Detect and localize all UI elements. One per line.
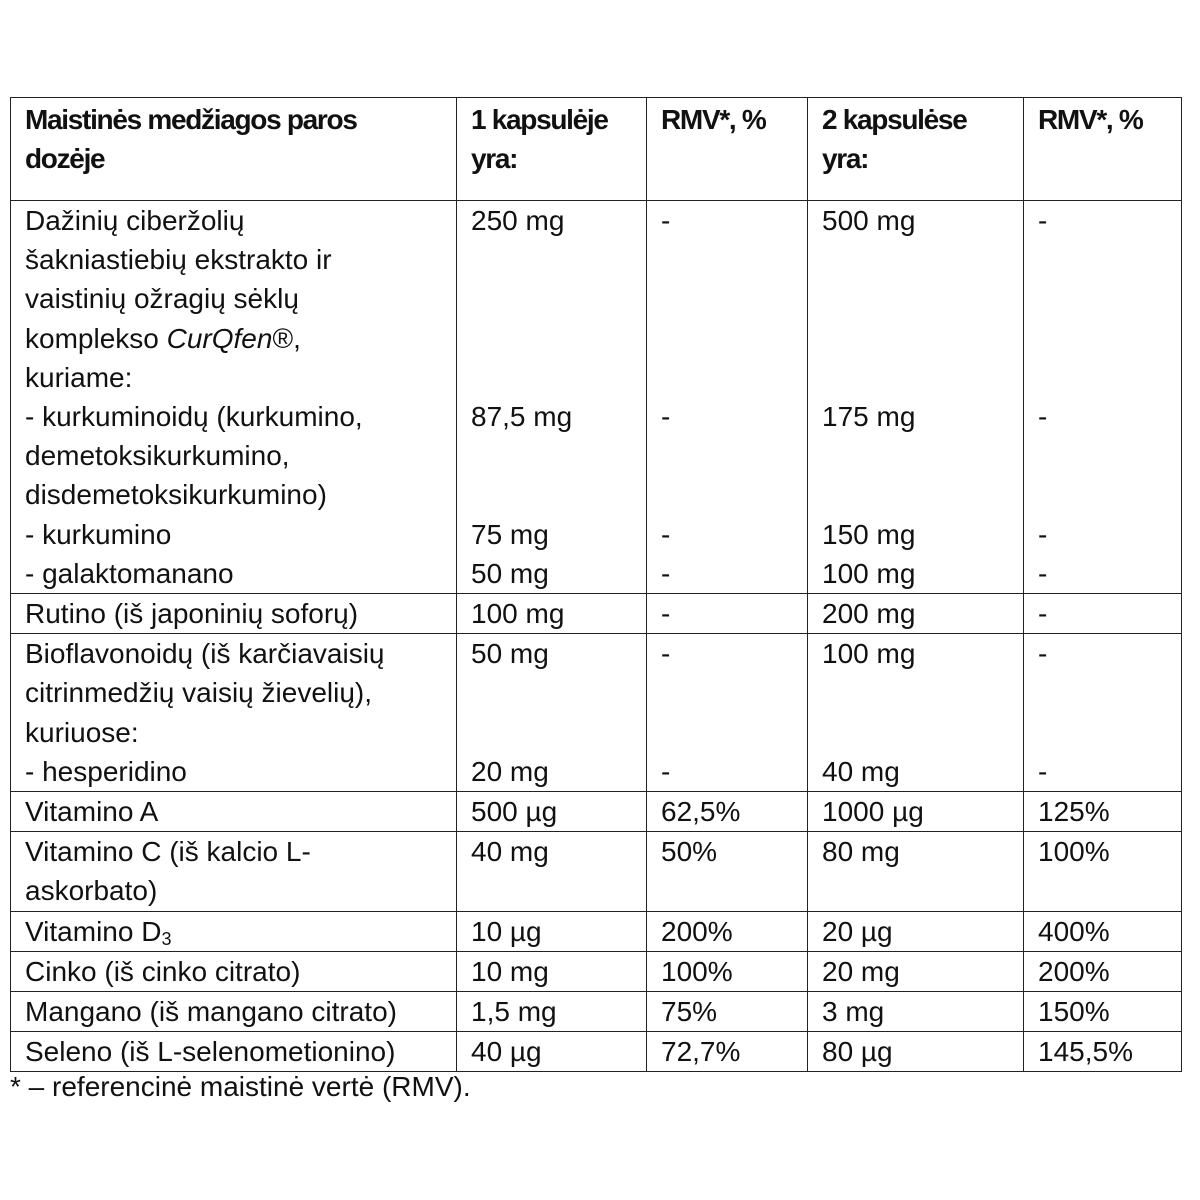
brand-name: CurQfen xyxy=(166,322,273,354)
table-row-vitamin-a: Vitamino A 500 µg 62,5% 1000 µg 125% xyxy=(10,791,1182,833)
header-two-capsules: 2 kapsulėse yra: xyxy=(807,97,1024,201)
cell-mn-rmv2: 150% xyxy=(1023,991,1182,1033)
cell-curcuma-rmv1: - - - - xyxy=(646,199,808,595)
table-row-rutin: Rutino (iš japoninių soforų) 100 mg - 20… xyxy=(10,593,1182,635)
cell-vita-two: 1000 µg xyxy=(807,791,1024,833)
header-one-capsule: 1 kapsulėje yra: xyxy=(456,97,647,201)
cell-rutin-one: 100 mg xyxy=(456,593,647,635)
cell-se-name: Seleno (iš L-selenometionino) xyxy=(10,1031,457,1073)
cell-vitc-rmv1: 50% xyxy=(646,831,808,912)
cell-vitc-one: 40 mg xyxy=(456,831,647,912)
cell-bioflav-name: Bioflavonoidų (iš karčiavaisių citrinmed… xyxy=(10,633,457,793)
nutrition-table: Maistinės medžiagos paros dozėje 1 kapsu… xyxy=(10,97,1182,1073)
cell-vitd-name: Vitamino D3 xyxy=(10,910,457,952)
cell-mn-name: Mangano (iš mangano citrato) xyxy=(10,991,457,1033)
cell-curcuma-name: Dažinių ciberžolių šakniastiebių ekstrak… xyxy=(10,199,457,595)
cell-rutin-rmv1: - xyxy=(646,593,808,635)
cell-vitd-rmv2: 400% xyxy=(1023,910,1182,952)
cell-zinc-rmv2: 200% xyxy=(1023,950,1182,993)
cell-zinc-name: Cinko (iš cinko citrato) xyxy=(10,950,457,993)
cell-se-two: 80 µg xyxy=(807,1031,1024,1073)
table-row-manganese: Mangano (iš mangano citrato) 1,5 mg 75% … xyxy=(10,991,1182,1033)
cell-rutin-rmv2: - xyxy=(1023,593,1182,635)
cell-vitd-rmv1: 200% xyxy=(646,910,808,952)
cell-bioflav-two: 100 mg 40 mg xyxy=(807,633,1024,793)
table-row-curcuma: Dažinių ciberžolių šakniastiebių ekstrak… xyxy=(10,199,1182,595)
cell-rutin-two: 200 mg xyxy=(807,593,1024,635)
cell-bioflav-one: 50 mg 20 mg xyxy=(456,633,647,793)
table-row-vitamin-d3: Vitamino D3 10 µg 200% 20 µg 400% xyxy=(10,910,1182,952)
header-row: Maistinės medžiagos paros dozėje 1 kapsu… xyxy=(10,97,1182,201)
cell-bioflav-rmv2: - - xyxy=(1023,633,1182,793)
cell-vitd-one: 10 µg xyxy=(456,910,647,952)
footnote: * – referencinė maistinė vertė (RMV). xyxy=(10,1071,471,1102)
cell-vita-rmv1: 62,5% xyxy=(646,791,808,833)
header-nutrient: Maistinės medžiagos paros dozėje xyxy=(10,97,457,201)
cell-vitc-two: 80 mg xyxy=(807,831,1024,912)
cell-mn-one: 1,5 mg xyxy=(456,991,647,1033)
cell-vitd-two: 20 µg xyxy=(807,910,1024,952)
cell-zinc-rmv1: 100% xyxy=(646,950,808,993)
cell-zinc-two: 20 mg xyxy=(807,950,1024,993)
table-row-selenium: Seleno (iš L-selenometionino) 40 µg 72,7… xyxy=(10,1031,1182,1073)
header-rmv-1: RMV*, % xyxy=(646,97,808,201)
table-row-zinc: Cinko (iš cinko citrato) 10 mg 100% 20 m… xyxy=(10,950,1182,993)
cell-zinc-one: 10 mg xyxy=(456,950,647,993)
cell-se-one: 40 µg xyxy=(456,1031,647,1073)
cell-curcuma-rmv2: - - - - xyxy=(1023,199,1182,595)
cell-vita-one: 500 µg xyxy=(456,791,647,833)
cell-vita-name: Vitamino A xyxy=(10,791,457,833)
cell-rutin-name: Rutino (iš japoninių soforų) xyxy=(10,593,457,635)
cell-mn-two: 3 mg xyxy=(807,991,1024,1033)
cell-curcuma-one: 250 mg 87,5 mg 75 mg 50 mg xyxy=(456,199,647,595)
cell-vita-rmv2: 125% xyxy=(1023,791,1182,833)
cell-bioflav-rmv1: - - xyxy=(646,633,808,793)
cell-curcuma-two: 500 mg 175 mg 150 mg 100 mg xyxy=(807,199,1024,595)
cell-se-rmv2: 145,5% xyxy=(1023,1031,1182,1073)
cell-vitc-rmv2: 100% xyxy=(1023,831,1182,912)
table-row-vitamin-c: Vitamino C (iš kalcio L- askorbato) 40 m… xyxy=(10,831,1182,912)
cell-mn-rmv1: 75% xyxy=(646,991,808,1033)
table-row-bioflavonoids: Bioflavonoidų (iš karčiavaisių citrinmed… xyxy=(10,633,1182,793)
cell-se-rmv1: 72,7% xyxy=(646,1031,808,1073)
header-rmv-2: RMV*, % xyxy=(1023,97,1182,201)
cell-vitc-name: Vitamino C (iš kalcio L- askorbato) xyxy=(10,831,457,912)
